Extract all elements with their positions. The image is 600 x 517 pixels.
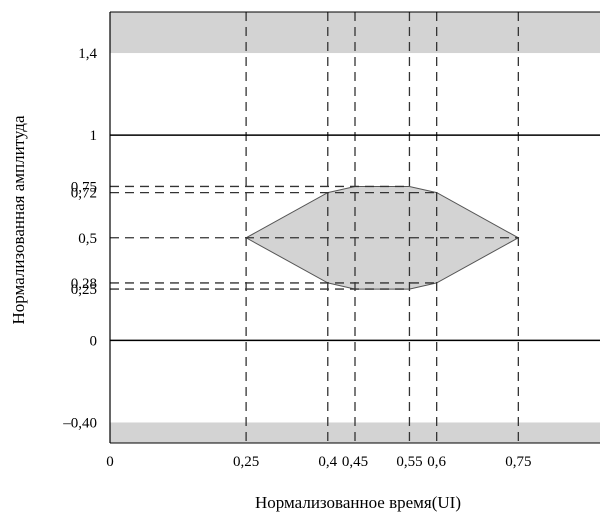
y-tick-label: 0 [90, 333, 98, 349]
x-tick-label: 0,45 [342, 454, 368, 470]
y-tick-label: 0,28 [71, 276, 97, 292]
x-tick-label: 0,6 [427, 454, 446, 470]
x-tick-label: 0 [106, 454, 114, 470]
y-tick-label: 0,25 [71, 282, 97, 298]
y-tick-label: 1,4 [78, 46, 97, 62]
y-tick-label: 0,75 [71, 179, 97, 195]
x-tick-label: 0,4 [318, 454, 337, 470]
y-axis-label: Нормализованная амплитуда [9, 115, 28, 324]
y-tick-label: 0,72 [71, 186, 97, 202]
x-tick-label: 0,55 [396, 454, 422, 470]
y-tick-label: 1 [90, 128, 98, 144]
x-axis-label: Нормализованное время(UI) [255, 493, 461, 512]
x-tick-label: 0,75 [505, 454, 531, 470]
x-tick-label: 0,25 [233, 454, 259, 470]
y-tick-label: 0,5 [78, 231, 97, 247]
y-tick-label: –0,40 [62, 415, 97, 431]
